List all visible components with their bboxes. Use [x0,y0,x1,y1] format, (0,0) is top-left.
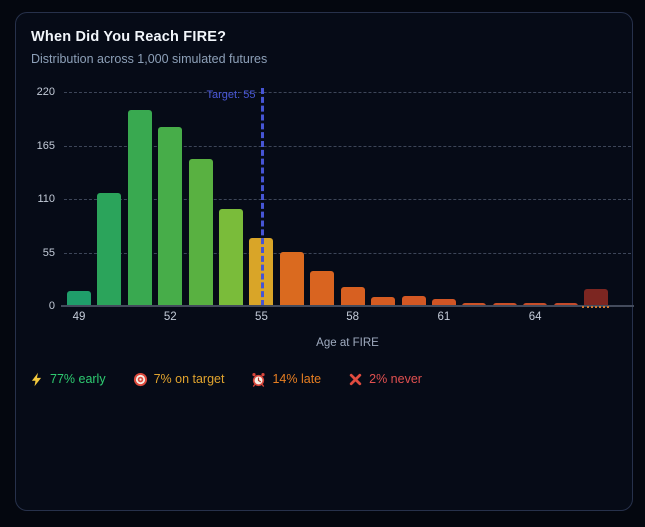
legend-label: 2% never [369,372,422,386]
bar-age-53 [188,159,213,306]
x-axis-label: Age at FIRE [316,337,379,349]
bar-age-58 [340,286,365,306]
bar-age-54 [219,208,244,306]
bar-age-49 [67,291,91,306]
legend-label: 14% late [272,372,322,386]
card-subtitle: Distribution across 1,000 simulated futu… [31,52,268,66]
bar-age-61 [431,299,456,306]
y-axis-ticks: 0 55 110 165 220 [16,86,58,312]
bar-age-63 [492,303,517,306]
legend: 77% early 7% on target 14% late 2% never [29,369,422,389]
target-icon [133,372,148,387]
bar-age-59 [371,297,396,306]
x-tick-58: 58 [346,311,360,323]
bar-never [583,289,608,306]
bar-age-56 [279,251,304,306]
y-tick-165: 165 [36,139,55,152]
legend-item-early: 77% early [29,372,106,387]
bar-age-52 [158,127,183,306]
x-axis-ticks: 49 52 55 58 61 64 [64,311,631,326]
legend-label: 7% on target [153,372,225,386]
bar-age-50 [97,193,122,306]
gridline-55 [64,252,631,254]
legend-item-late: 14% late [251,372,321,387]
bar-age-60 [401,296,426,306]
x-tick-64: 64 [528,311,542,323]
x-tick-61: 61 [437,311,451,323]
bar-age-57 [310,270,335,306]
legend-item-target: 7% on target [133,372,225,387]
plot-area: Target: 55 [61,88,634,308]
target-line [261,88,265,306]
y-tick-0: 0 [48,300,55,312]
gridline-220 [64,92,631,93]
gridline-165 [64,145,631,147]
alarm-clock-icon [251,372,266,387]
bar-age-64 [523,303,548,306]
never-bar-dotted-baseline [582,306,610,308]
x-axis-line [61,305,634,307]
y-tick-55: 55 [42,246,55,259]
bar-age-65 [553,303,578,306]
legend-item-never: 2% never [348,372,422,387]
target-line-label: Target: 55 [206,89,256,101]
lightning-icon [29,372,44,387]
y-tick-220: 220 [36,86,55,98]
card-title: When Did You Reach FIRE? [31,29,227,45]
x-tick-52: 52 [163,311,177,323]
fire-distribution-card: When Did You Reach FIRE? Distribution ac… [15,12,634,511]
bar-age-51 [127,110,152,306]
x-tick-49: 49 [72,311,86,323]
bar-age-62 [462,303,487,306]
x-tick-55: 55 [255,311,268,323]
cross-mark-icon [348,372,363,387]
gridline-110 [64,199,631,200]
y-tick-110: 110 [37,193,55,205]
legend-label: 77% early [50,372,106,386]
